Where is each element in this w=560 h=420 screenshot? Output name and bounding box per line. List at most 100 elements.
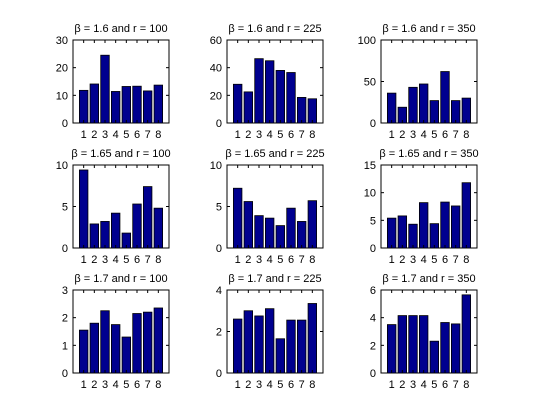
bar-2 [89,322,99,374]
bar-6 [440,71,450,124]
y-tick-label: 1 [62,340,68,352]
bar-3 [100,310,110,374]
x-tick-label: 8 [155,254,161,266]
x-tick-label: 5 [123,254,129,266]
subplot-title: β = 1.7 and r = 225 [228,273,321,285]
subplot-1: 1 2 3 4 5 6 7 8 0 10 20 30 β = 1.6 and r = 100 [56,23,170,141]
bar-4 [264,60,275,124]
bar-1 [79,169,89,249]
x-tick-label: 8 [309,254,315,266]
y-tick-label: 0 [62,118,68,130]
bar-1 [386,324,397,374]
x-tick-label: 6 [134,129,140,141]
bar-1 [232,187,243,249]
bar-2 [397,315,408,374]
bar-4 [264,308,275,374]
y-tick-label: 40 [210,63,222,75]
x-tick-label: 4 [267,254,273,266]
x-tick-label: 6 [134,254,140,266]
y-tick-label: 10 [56,160,68,172]
subplot-title: β = 1.65 and r = 100 [71,148,170,160]
bar-8 [307,98,318,124]
y-tick-label: 15 [364,160,376,172]
y-tick-label: 5 [370,215,376,227]
x-tick-label: 7 [145,254,151,266]
x-tick-label: 5 [277,379,283,391]
subplot-title: β = 1.7 and r = 100 [74,273,167,285]
bar-7 [142,311,153,374]
bar-8 [153,207,164,249]
subplot-title: β = 1.65 and r = 225 [225,148,324,160]
bar-7 [450,205,461,249]
bar-8 [461,97,472,124]
x-tick-label: 8 [463,129,469,141]
axes-box [380,164,478,249]
axes-box [72,289,170,374]
x-tick-label: 7 [453,254,459,266]
bar-7 [450,323,461,374]
bar-5 [275,225,286,249]
bar-2 [89,83,99,124]
x-tick-label: 2 [399,254,405,266]
x-tick-label: 7 [145,129,151,141]
x-tick-label: 2 [399,379,405,391]
x-tick-label: 5 [277,254,283,266]
bar-5 [275,70,286,124]
bar-6 [132,313,142,374]
y-tick-label: 0 [62,243,68,255]
x-tick-label: 7 [453,129,459,141]
y-tick-label: 20 [210,90,222,102]
bar-1 [386,217,397,249]
y-tick-label: 0 [216,118,222,130]
x-tick-label: 2 [91,129,97,141]
bar-8 [461,294,472,374]
x-tick-label: 1 [235,379,241,391]
x-tick-label: 1 [389,254,395,266]
subplot-title: β = 1.6 and r = 225 [228,23,321,35]
x-tick-label: 4 [267,379,273,391]
x-tick-label: 6 [442,254,448,266]
bar-4 [111,212,121,249]
x-tick-label: 4 [113,379,119,391]
x-tick-label: 3 [256,379,262,391]
x-tick-label: 3 [410,254,416,266]
bar-3 [254,315,264,374]
x-tick-label: 3 [102,129,108,141]
x-tick-label: 3 [256,129,262,141]
bar-8 [307,200,318,249]
x-tick-label: 6 [134,379,140,391]
x-tick-label: 8 [155,129,161,141]
x-tick-label: 3 [102,254,108,266]
bar-3 [254,58,264,124]
x-tick-label: 6 [288,129,294,141]
x-tick-label: 2 [245,379,251,391]
x-tick-label: 5 [277,129,283,141]
bar-6 [286,72,296,124]
y-tick-label: 0 [216,243,222,255]
subplot-3: 1 2 3 4 5 6 7 8 0 50 100 β = 1.6 and r = 350 [358,23,478,141]
x-tick-label: 2 [91,254,97,266]
x-tick-label: 7 [299,379,305,391]
bar-4 [418,83,429,124]
y-tick-label: 50 [364,77,376,89]
x-tick-label: 5 [123,129,129,141]
y-tick-label: 0 [216,368,222,380]
bar-8 [461,182,472,249]
x-tick-label: 8 [155,379,161,391]
x-tick-label: 2 [91,379,97,391]
subplot-2: 1 2 3 4 5 6 7 8 0 20 40 60 β = 1.6 and r = 225 [210,23,324,141]
bar-5 [429,100,440,124]
x-tick-label: 1 [81,379,87,391]
y-tick-label: 2 [370,340,376,352]
bar-6 [286,319,296,374]
x-tick-label: 8 [463,379,469,391]
bar-4 [111,324,121,374]
y-tick-label: 30 [56,35,68,47]
axes-box [380,289,478,374]
bar-3 [254,215,264,249]
bar-6 [440,322,450,374]
x-tick-label: 5 [431,379,437,391]
